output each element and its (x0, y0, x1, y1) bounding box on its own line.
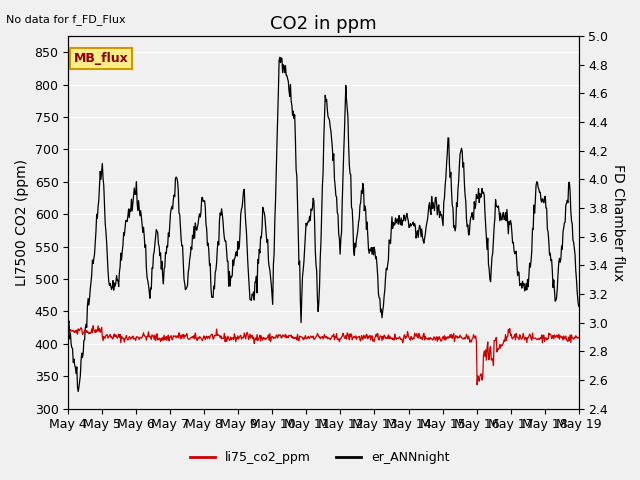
Text: MB_flux: MB_flux (74, 52, 128, 65)
Legend: li75_co2_ppm, er_ANNnight: li75_co2_ppm, er_ANNnight (186, 446, 454, 469)
Text: No data for f_FD_Flux: No data for f_FD_Flux (6, 14, 126, 25)
Title: CO2 in ppm: CO2 in ppm (270, 15, 377, 33)
Y-axis label: FD Chamber flux: FD Chamber flux (611, 164, 625, 281)
Y-axis label: LI7500 CO2 (ppm): LI7500 CO2 (ppm) (15, 159, 29, 286)
